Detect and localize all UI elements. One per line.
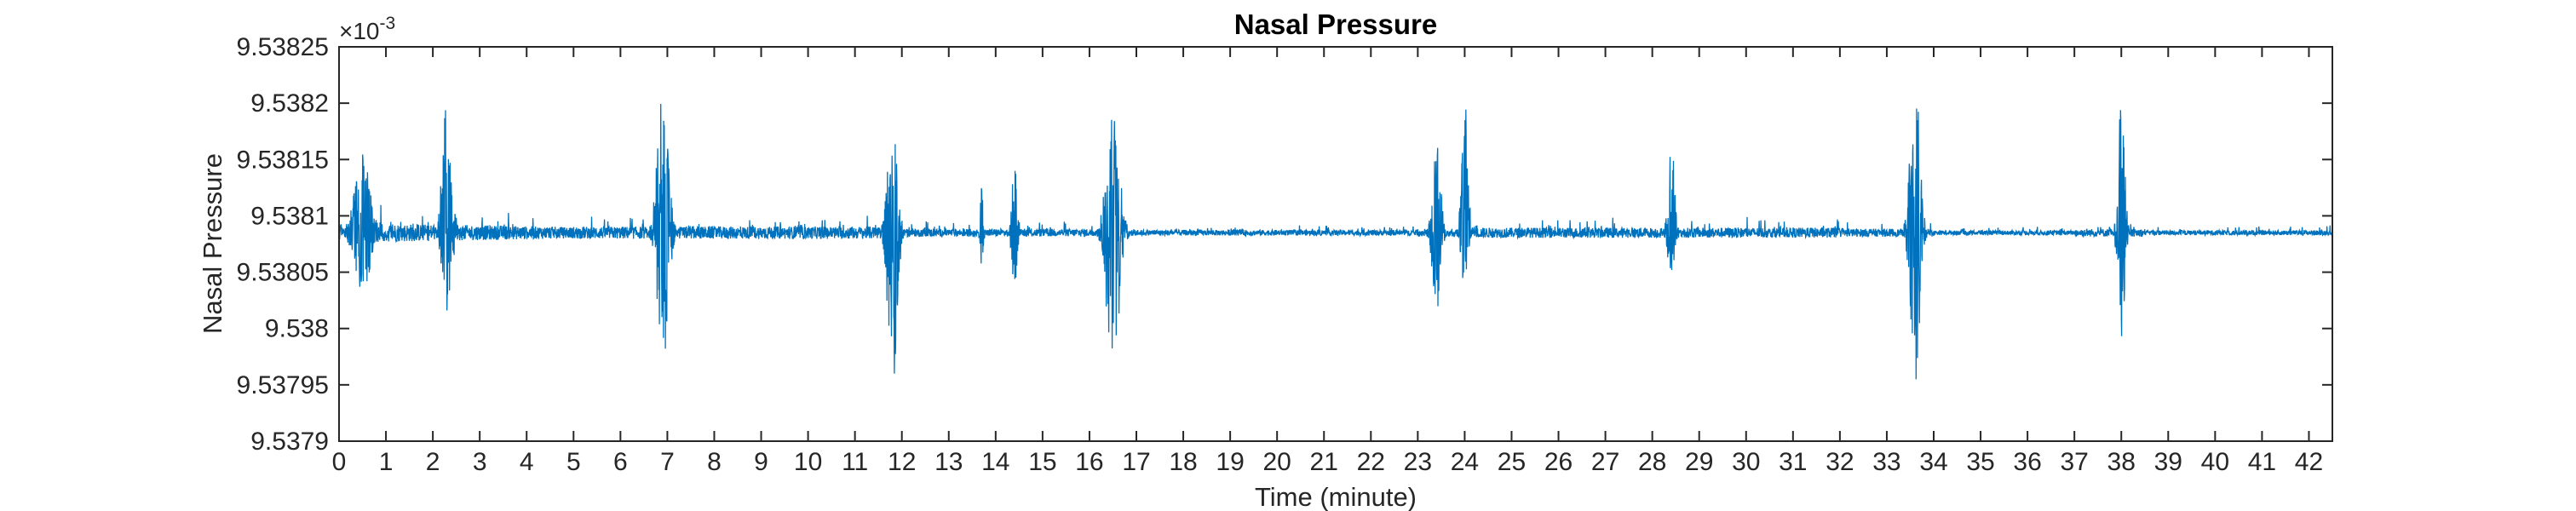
y-axis-label: Nasal Pressure <box>198 153 227 334</box>
y-multiplier-label: ×10-3 <box>339 14 395 44</box>
x-tick-label: 41 <box>2248 448 2276 476</box>
chart-title: Nasal Pressure <box>1234 9 1438 40</box>
x-tick-label: 4 <box>520 448 534 476</box>
x-tick-label: 42 <box>2295 448 2323 476</box>
x-tick-label: 27 <box>1591 448 1619 476</box>
x-tick-label: 33 <box>1872 448 1900 476</box>
y-tick-label: 9.53815 <box>237 146 329 174</box>
y-axis: 9.5379 9.53795 9.538 9.53805 9.5381 9.53815 9.… <box>237 33 2332 456</box>
series-layer <box>339 103 2332 380</box>
x-tick-label: 26 <box>1544 448 1573 476</box>
x-tick-label: 2 <box>426 448 440 476</box>
x-tick-label: 38 <box>2107 448 2136 476</box>
x-tick-label: 37 <box>2060 448 2088 476</box>
x-tick-label: 5 <box>566 448 581 476</box>
nasal-pressure-series-line <box>339 103 2332 380</box>
x-tick-label: 25 <box>1498 448 1526 476</box>
x-tick-label: 21 <box>1310 448 1338 476</box>
x-tick-label: 31 <box>1779 448 1807 476</box>
y-tick-label: 9.5379 <box>250 428 329 456</box>
x-tick-label: 16 <box>1075 448 1103 476</box>
y-tick-label: 9.53805 <box>237 259 329 287</box>
x-tick-label: 1 <box>379 448 394 476</box>
y-tick-label: 9.53825 <box>237 33 329 61</box>
x-tick-label: 15 <box>1028 448 1056 476</box>
y-multiplier-base: ×10 <box>339 18 380 44</box>
y-tick-label: 9.538 <box>265 315 329 343</box>
x-axis: 0 1 2 3 4 5 6 7 8 9 10 11 12 13 14 15 16 17 18 19 20 21 22 23 24… <box>332 47 2323 476</box>
x-tick-label: 39 <box>2154 448 2182 476</box>
x-tick-label: 30 <box>1732 448 1760 476</box>
x-tick-label: 17 <box>1122 448 1150 476</box>
x-tick-label: 10 <box>794 448 822 476</box>
x-tick-label: 32 <box>1826 448 1854 476</box>
y-tick-label: 9.5381 <box>250 202 329 230</box>
x-tick-label: 24 <box>1451 448 1479 476</box>
x-tick-label: 9 <box>754 448 768 476</box>
x-tick-label: 8 <box>707 448 722 476</box>
x-tick-label: 36 <box>2013 448 2041 476</box>
x-tick-label: 0 <box>332 448 347 476</box>
x-tick-label: 14 <box>981 448 1009 476</box>
x-tick-label: 34 <box>1919 448 1947 476</box>
x-tick-label: 22 <box>1357 448 1385 476</box>
y-tick-label: 9.53795 <box>237 371 329 399</box>
x-tick-label: 7 <box>660 448 675 476</box>
x-tick-label: 6 <box>613 448 628 476</box>
x-tick-label: 19 <box>1216 448 1244 476</box>
plot-area-border <box>338 46 2333 442</box>
x-tick-label: 18 <box>1169 448 1197 476</box>
x-tick-label: 23 <box>1404 448 1432 476</box>
x-tick-label: 29 <box>1685 448 1713 476</box>
x-tick-label: 35 <box>1966 448 1994 476</box>
y-multiplier-exponent: -3 <box>380 14 396 33</box>
x-tick-label: 13 <box>934 448 963 476</box>
x-tick-label: 20 <box>1262 448 1291 476</box>
x-tick-label: 11 <box>842 448 868 476</box>
x-tick-label: 12 <box>888 448 916 476</box>
x-tick-label: 28 <box>1638 448 1666 476</box>
x-tick-label: 3 <box>473 448 487 476</box>
x-axis-label: Time (minute) <box>1255 482 1417 511</box>
y-tick-label: 9.5382 <box>250 89 329 118</box>
x-tick-label: 40 <box>2201 448 2229 476</box>
